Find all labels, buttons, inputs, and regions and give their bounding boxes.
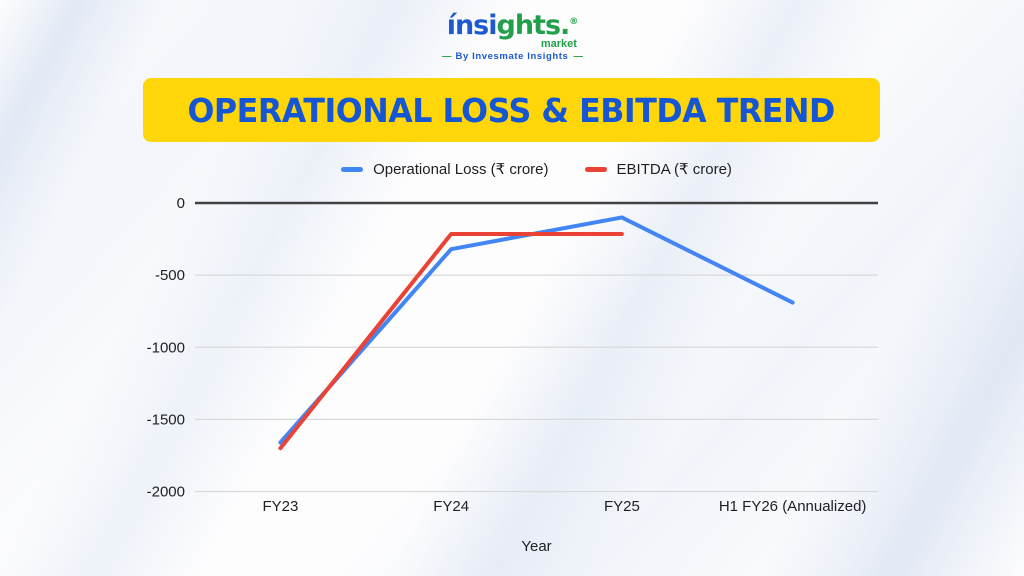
page-title: OPERATIONAL LOSS & EBITDA TREND [187, 90, 836, 130]
y-tick-label: -1500 [147, 411, 185, 428]
y-tick-label: -500 [155, 267, 185, 284]
registered-mark-icon: ® [569, 17, 578, 27]
chart-legend: Operational Loss (₹ crore) EBITDA (₹ cro… [195, 157, 878, 181]
legend-item-operational-loss: Operational Loss (₹ crore) [341, 160, 549, 178]
logo-byline: — By Invesmate Insights — [437, 52, 587, 62]
y-tick-label: -2000 [147, 484, 185, 501]
legend-swatch-ebitda [584, 166, 607, 172]
x-category-label: H1 FY26 (Annualized) [719, 498, 867, 515]
logo-market-label: market [540, 38, 577, 50]
byline-dash-right: — [573, 51, 582, 62]
series-line-ebitda [278, 232, 624, 451]
title-banner: OPERATIONAL LOSS & EBITDA TREND [143, 78, 880, 142]
y-tick-label: -1000 [147, 339, 185, 356]
y-tick-label: 0 [177, 195, 185, 212]
x-category-label: FY23 [262, 498, 298, 515]
logo-wrap: ínsights.® market — By Invesmate Insights… [437, 12, 587, 62]
logo-text-blue: ínsi [446, 10, 498, 41]
legend-item-ebitda: EBITDA (₹ crore) [584, 160, 732, 178]
x-category-label: FY24 [433, 498, 469, 515]
x-category-label: FY25 [604, 498, 640, 515]
logo-text-green: ghts. [496, 10, 571, 41]
series-line-operational [278, 215, 795, 445]
logo: ínsights.® market — By Invesmate Insights… [0, 12, 1024, 63]
logo-wordmark: ínsights.® [437, 12, 587, 39]
legend-label-ebitda: EBITDA (₹ crore) [616, 161, 732, 178]
byline-text: By Invesmate Insights [455, 51, 569, 62]
legend-swatch-operational-loss [341, 166, 364, 172]
x-axis-title: Year [521, 538, 551, 555]
legend-label-operational-loss: Operational Loss (₹ crore) [373, 161, 549, 178]
byline-dash-left: — [442, 51, 451, 62]
